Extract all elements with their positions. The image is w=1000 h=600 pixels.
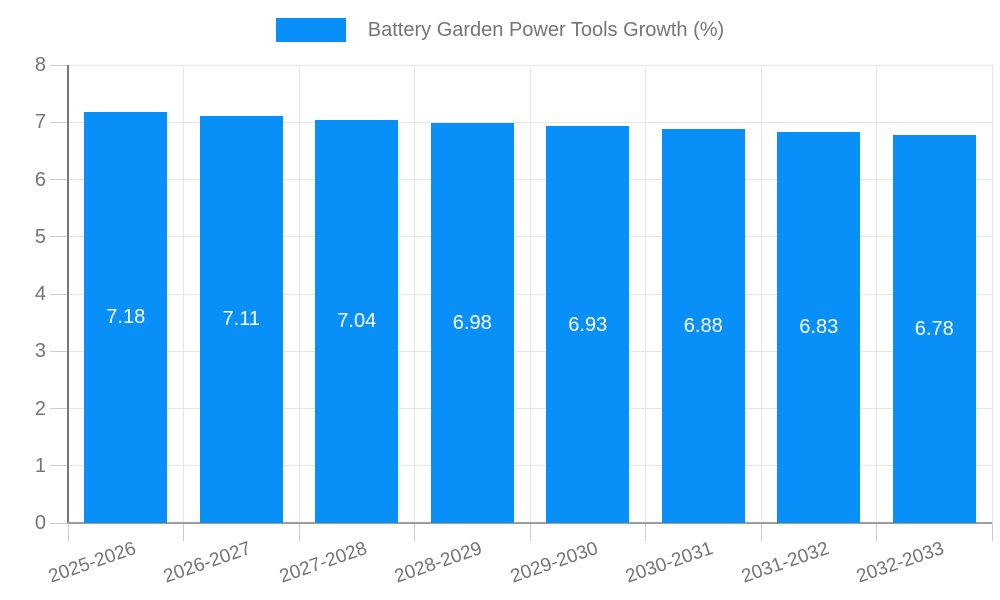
- gridline-vertical: [991, 65, 993, 523]
- bar-value-label: 7.04: [337, 310, 377, 333]
- gridline-vertical: [760, 65, 762, 523]
- x-axis-tick: [529, 523, 531, 541]
- x-axis-tick: [991, 523, 993, 541]
- gridline-vertical: [298, 65, 300, 523]
- bar-value-label: 6.78: [914, 317, 954, 340]
- y-axis-tick: [50, 179, 68, 180]
- chart-legend: Battery Garden Power Tools Growth (%): [0, 18, 1000, 42]
- y-tick-label: 2: [34, 397, 46, 420]
- x-tick-label: 2030-2031: [623, 538, 717, 588]
- bar[interactable]: [661, 129, 745, 523]
- x-tick-label: 2026-2027: [161, 538, 255, 588]
- gridline-vertical: [529, 65, 531, 523]
- x-tick-label: 2029-2030: [507, 538, 601, 588]
- x-tick-label: 2031-2032: [738, 538, 832, 588]
- y-axis-tick: [50, 522, 68, 524]
- y-tick-label: 1: [34, 454, 46, 477]
- bar[interactable]: [315, 119, 399, 523]
- y-axis-tick: [50, 465, 68, 467]
- gridline-vertical: [876, 65, 877, 523]
- legend-swatch: [275, 18, 346, 42]
- y-axis-tick: [50, 408, 68, 409]
- bar-value-label: 6.83: [799, 316, 839, 339]
- x-axis-tick: [760, 523, 762, 541]
- bar[interactable]: [199, 115, 283, 523]
- y-tick-label: 5: [34, 225, 46, 248]
- x-tick-label: 2028-2029: [392, 538, 486, 588]
- bar-value-label: 6.98: [452, 312, 492, 335]
- y-axis-tick: [50, 236, 68, 238]
- x-axis-tick: [876, 523, 877, 541]
- y-tick-label: 8: [34, 54, 46, 76]
- gridline-vertical: [183, 65, 184, 523]
- x-axis-tick: [645, 523, 646, 541]
- bar[interactable]: [84, 111, 168, 523]
- bar-value-label: 6.88: [683, 315, 723, 338]
- x-tick-label: 2032-2033: [854, 538, 948, 588]
- bar-value-label: 6.93: [568, 313, 608, 336]
- x-tick-label: 2025-2026: [45, 538, 139, 588]
- bar-value-label: 7.11: [222, 308, 260, 331]
- y-axis-tick: [50, 350, 68, 352]
- y-tick-label: 6: [34, 168, 46, 191]
- y-tick-label: 3: [34, 340, 46, 363]
- y-tick-label: 4: [34, 283, 46, 305]
- bar[interactable]: [546, 126, 630, 523]
- y-tick-label: 0: [34, 512, 46, 534]
- legend-series-label: Battery Garden Power Tools Growth (%): [367, 18, 725, 41]
- y-axis-line: [67, 65, 69, 523]
- bar[interactable]: [892, 134, 976, 523]
- bar[interactable]: [430, 123, 514, 523]
- y-axis-tick: [50, 293, 68, 295]
- y-axis-tick: [50, 64, 68, 66]
- x-axis-tick: [298, 523, 300, 541]
- gridline-vertical: [645, 65, 646, 523]
- x-axis-tick: [183, 523, 184, 541]
- x-axis-tick: [414, 523, 415, 541]
- x-tick-label: 2027-2028: [276, 538, 370, 588]
- bar[interactable]: [777, 131, 861, 523]
- y-tick-label: 7: [34, 111, 46, 134]
- bar-value-label: 7.18: [106, 306, 146, 329]
- x-axis-line: [68, 522, 992, 524]
- y-axis-tick: [50, 121, 68, 123]
- x-axis-tick: [67, 523, 69, 541]
- gridline-vertical: [414, 65, 415, 523]
